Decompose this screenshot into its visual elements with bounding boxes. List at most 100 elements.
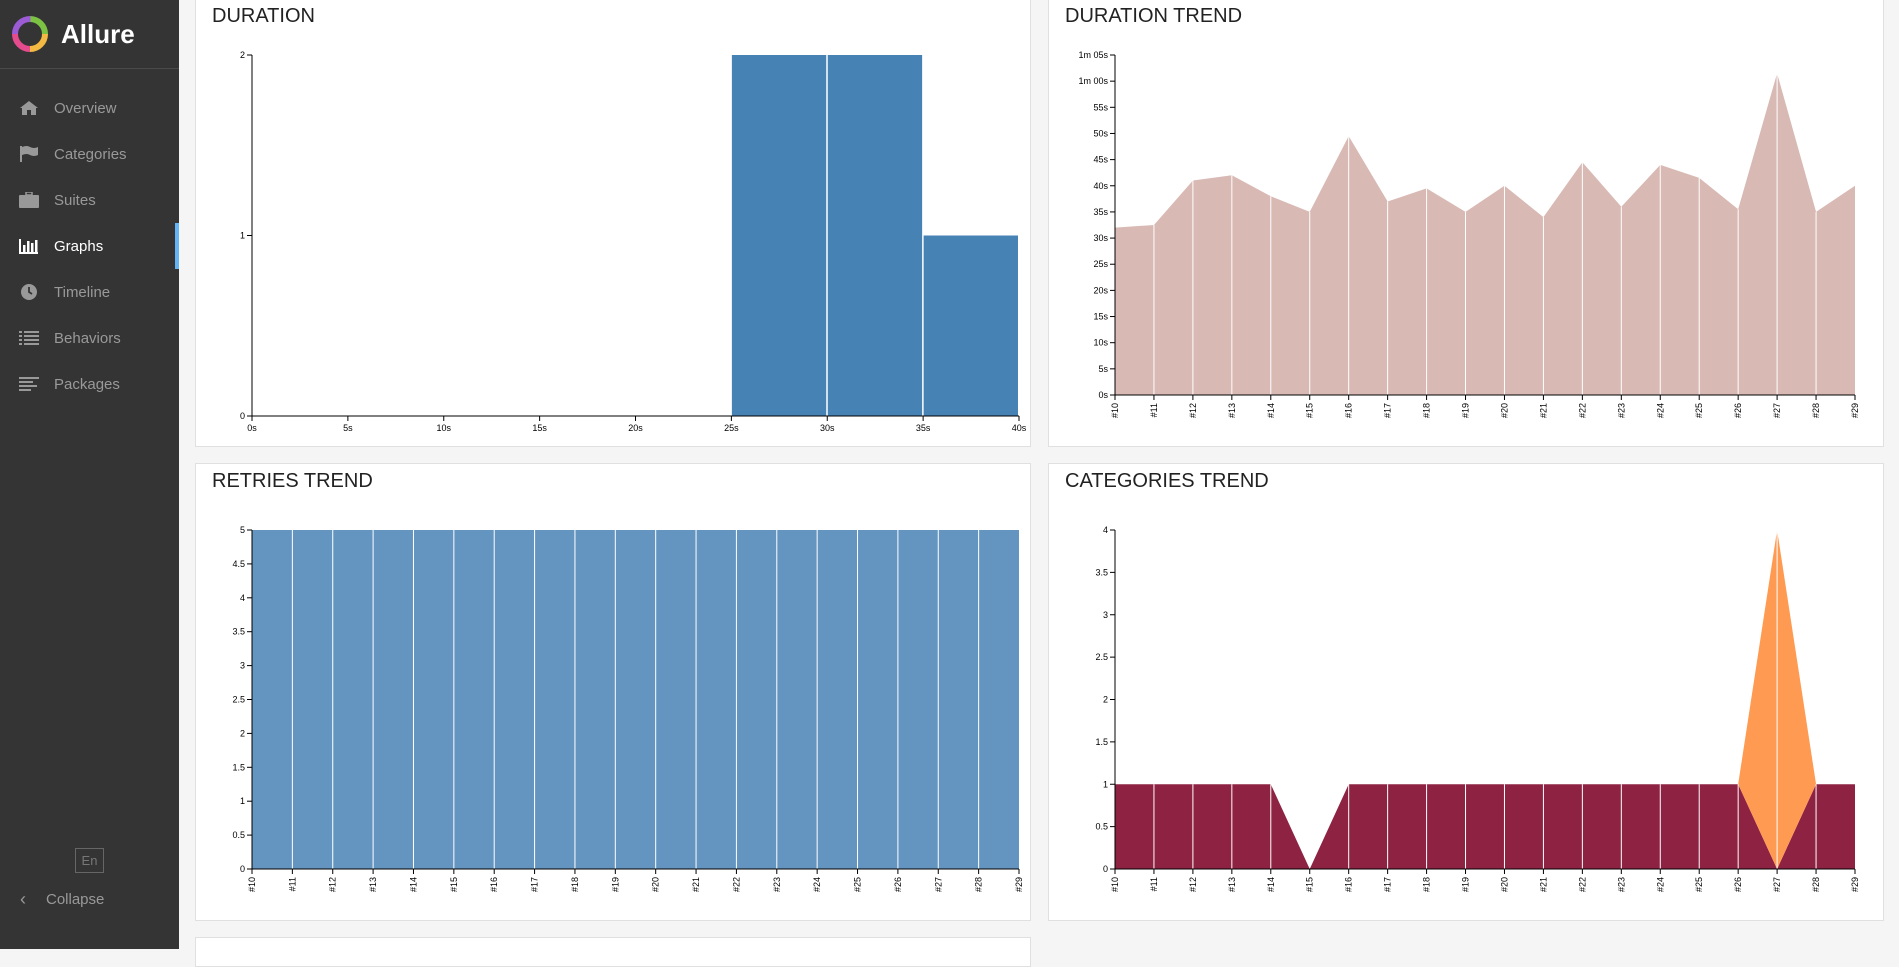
- x-tick-label: #11: [1149, 403, 1159, 417]
- x-tick-label: #28: [1811, 877, 1821, 892]
- y-tick-label: 40s: [1093, 181, 1108, 191]
- x-tick-label: #29: [1850, 877, 1860, 892]
- sidebar-item-label: Overview: [54, 99, 117, 117]
- y-tick-label: 0: [1103, 864, 1108, 874]
- x-tick-label: #23: [1616, 877, 1626, 892]
- sidebar-item-packages[interactable]: Packages: [0, 361, 179, 407]
- y-tick-label: 50s: [1093, 128, 1108, 138]
- y-tick-label: 5: [240, 525, 245, 535]
- y-tick-label: 4.5: [232, 559, 245, 569]
- bar-chart-icon: [18, 236, 40, 256]
- x-tick-label: 15s: [532, 423, 547, 433]
- y-tick-label: 3.5: [1095, 567, 1108, 577]
- y-tick-label: 3.5: [232, 627, 245, 637]
- x-tick-label: #29: [1850, 403, 1860, 418]
- x-tick-label: #12: [328, 877, 338, 892]
- x-tick-label: #18: [1422, 877, 1432, 892]
- x-tick-label: #22: [731, 877, 741, 892]
- x-tick-label: #17: [1383, 403, 1393, 418]
- x-tick-label: #13: [368, 877, 378, 892]
- sidebar-item-overview[interactable]: Overview: [0, 85, 179, 131]
- x-tick-label: #14: [408, 877, 418, 892]
- x-tick-label: #21: [691, 877, 701, 892]
- x-tick-label: #28: [974, 877, 984, 892]
- panel-title: CATEGORIES TREND: [1065, 470, 1269, 492]
- x-tick-label: 20s: [628, 423, 643, 433]
- next-panel: [195, 937, 1031, 967]
- x-tick-label: #15: [1305, 403, 1315, 418]
- y-tick-label: 1.5: [1095, 737, 1108, 747]
- x-tick-label: #13: [1227, 403, 1237, 418]
- sidebar-item-categories[interactable]: Categories: [0, 131, 179, 177]
- x-tick-label: #12: [1188, 403, 1198, 418]
- y-tick-label: 2: [1103, 695, 1108, 705]
- x-tick-label: 25s: [724, 423, 739, 433]
- duration-trend-chart: 0s 5s 10s 15s 20s 25s 30s 35s 40s 45s 50s 55s 1m 00s…: [1078, 50, 1860, 418]
- language-button[interactable]: En: [75, 848, 104, 873]
- collapse-button[interactable]: ‹ Collapse: [0, 884, 104, 914]
- panel-title: DURATION: [212, 5, 315, 27]
- y-tick-label: 0.5: [232, 830, 245, 840]
- list-icon: [18, 328, 40, 348]
- y-tick-label: 1: [1103, 779, 1108, 789]
- y-tick-label: 0: [240, 864, 245, 874]
- align-left-icon: [18, 374, 40, 394]
- sidebar-item-graphs[interactable]: Graphs: [0, 223, 179, 269]
- chevron-left-icon: ‹: [20, 888, 26, 909]
- y-tick-label: 2.5: [232, 695, 245, 705]
- x-tick-label: #12: [1188, 877, 1198, 892]
- y-tick-label: 0: [240, 411, 245, 421]
- sidebar-item-label: Packages: [54, 375, 120, 393]
- sidebar-item-label: Behaviors: [54, 329, 121, 347]
- sidebar-nav: Overview Categories Suites Graphs Timeli…: [0, 85, 179, 407]
- y-tick-label: 5s: [1098, 364, 1108, 374]
- x-tick-label: #27: [933, 877, 943, 892]
- x-tick-label: 30s: [820, 423, 835, 433]
- x-tick-label: #23: [772, 877, 782, 892]
- x-tick-label: #26: [1733, 403, 1743, 418]
- x-tick-label: #21: [1538, 403, 1548, 418]
- x-tick-label: #14: [1266, 403, 1276, 418]
- sidebar-item-behaviors[interactable]: Behaviors: [0, 315, 179, 361]
- x-tick-label: #19: [1461, 877, 1471, 892]
- x-tick-label: #24: [1655, 877, 1665, 892]
- x-tick-label: #23: [1616, 403, 1626, 418]
- y-tick-label: 2.5: [1095, 652, 1108, 662]
- x-tick-label: #20: [1499, 403, 1509, 418]
- retries-area: [252, 530, 1019, 869]
- x-tick-label: #29: [1014, 877, 1024, 892]
- x-tick-label: #14: [1266, 877, 1276, 892]
- y-tick-label: 10s: [1093, 338, 1108, 348]
- x-tick-label: #13: [1227, 877, 1237, 892]
- x-tick-label: #17: [530, 877, 540, 892]
- x-tick-label: #18: [1422, 403, 1432, 418]
- x-tick-label: #10: [1110, 403, 1120, 418]
- sidebar: Allure Overview Categories Suites Graphs: [0, 0, 179, 949]
- allure-logo-icon: [12, 16, 48, 52]
- categories-trend-panel: CATEGORIES TREND 0 0.5 1 1.5 2 2.5 3 3.5 4 #10 #11…: [1048, 463, 1884, 921]
- x-tick-label: #11: [287, 877, 297, 891]
- histogram-bar: [731, 55, 827, 416]
- x-tick-label: #24: [812, 877, 822, 892]
- duration-area: [1115, 73, 1855, 396]
- x-tick-label: #22: [1577, 877, 1587, 892]
- x-tick-label: #28: [1811, 403, 1821, 418]
- brand[interactable]: Allure: [0, 0, 179, 69]
- y-tick-label: 25s: [1093, 259, 1108, 269]
- x-tick-label: #16: [1344, 403, 1354, 418]
- y-tick-label: 4: [240, 593, 245, 603]
- y-tick-label: 30s: [1093, 233, 1108, 243]
- retries-trend-panel: RETRIES TREND 0 0.5 1 1.5 2 2.5 3 3.5 4 4.5 5 #10 #1…: [195, 463, 1031, 921]
- sidebar-item-suites[interactable]: Suites: [0, 177, 179, 223]
- histogram-bar: [827, 55, 923, 416]
- x-tick-label: #19: [1461, 403, 1471, 418]
- x-tick-label: #25: [853, 877, 863, 892]
- x-tick-label: #11: [1149, 877, 1159, 891]
- sidebar-item-timeline[interactable]: Timeline: [0, 269, 179, 315]
- x-tick-label: #19: [610, 877, 620, 892]
- panel-title: DURATION TREND: [1065, 5, 1243, 27]
- y-tick-label: 55s: [1093, 102, 1108, 112]
- category-series-area: [1115, 530, 1855, 869]
- y-tick-label: 0.5: [1095, 822, 1108, 832]
